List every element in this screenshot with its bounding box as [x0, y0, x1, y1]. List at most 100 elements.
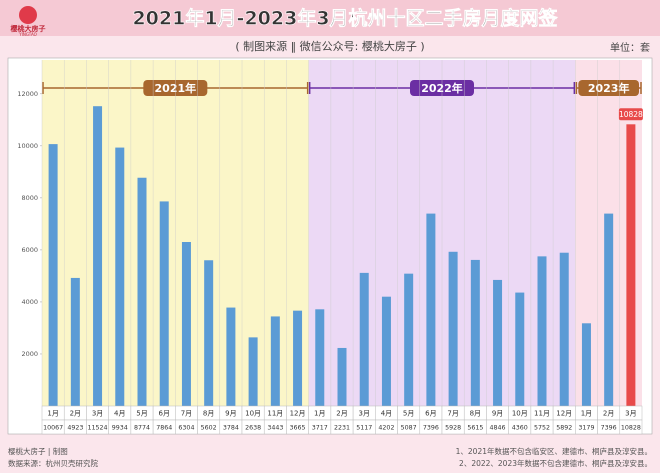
subtitle: ( 制图来源 ‖ 微信公众号: 樱桃大房子 ) — [235, 39, 424, 53]
table-value: 3665 — [290, 425, 306, 432]
table-value: 7864 — [156, 425, 172, 432]
bar — [626, 124, 636, 406]
value-label: 10828 — [619, 110, 643, 119]
x-tick-label: 5月 — [136, 410, 147, 418]
table-value: 6304 — [178, 425, 194, 432]
x-tick-label: 8月 — [470, 410, 481, 418]
title-bar — [0, 0, 660, 36]
table-value: 4923 — [67, 425, 83, 432]
x-tick-label: 1月 — [581, 410, 592, 418]
bar — [115, 147, 125, 406]
bar — [337, 347, 347, 406]
table-value: 7396 — [423, 425, 439, 432]
chart-title: 2021年1月-2023年3月杭州十区二手房月度网签 — [132, 7, 558, 30]
table-value: 8774 — [134, 425, 150, 432]
bar — [493, 279, 503, 406]
x-tick-label: 12月 — [290, 410, 306, 418]
table-value: 5928 — [445, 425, 461, 432]
bar — [404, 273, 414, 406]
table-value: 3443 — [267, 425, 283, 432]
table-value: 4360 — [512, 425, 528, 432]
x-tick-label: 6月 — [158, 410, 169, 418]
bar — [248, 337, 258, 406]
bar — [270, 316, 280, 406]
x-tick-label: 4月 — [114, 410, 125, 418]
bar — [70, 277, 80, 406]
bar — [559, 252, 569, 406]
x-tick-label: 10月 — [512, 410, 528, 418]
table-value: 4846 — [490, 425, 506, 432]
logo-sub: YINGTAO — [18, 32, 37, 37]
unit: 单位：套 — [610, 41, 650, 54]
bar — [226, 307, 236, 406]
table-value: 7396 — [601, 425, 617, 432]
x-tick-label: 6月 — [425, 410, 436, 418]
x-tick-label: 9月 — [492, 410, 503, 418]
x-tick-label: 1月 — [47, 410, 58, 418]
y-tick-label: 10000 — [17, 142, 38, 150]
table-value: 11524 — [88, 425, 108, 432]
table-value: 5602 — [201, 425, 217, 432]
table-value: 5752 — [534, 425, 550, 432]
x-tick-label: 12月 — [556, 410, 572, 418]
x-tick-label: 9月 — [225, 410, 236, 418]
x-tick-label: 3月 — [358, 410, 369, 418]
group-label: 2023年 — [588, 81, 630, 95]
bar — [515, 292, 525, 406]
bar — [426, 213, 436, 406]
y-tick-label: 12000 — [17, 90, 38, 98]
table-value: 5892 — [556, 425, 572, 432]
y-tick-label: 8000 — [21, 194, 38, 202]
bar — [293, 310, 303, 406]
footer-note: 2、2022、2023年数据不包含建德市、桐庐县及淳安县。 — [459, 458, 652, 468]
bar — [181, 242, 191, 406]
bar — [448, 251, 458, 406]
bar — [48, 144, 58, 406]
table-value: 10067 — [43, 425, 63, 432]
x-tick-label: 10月 — [245, 410, 261, 418]
logo-name: 樱桃大房子 — [10, 24, 46, 33]
table-value: 2231 — [334, 425, 350, 432]
logo-icon — [19, 6, 37, 24]
x-tick-label: 3月 — [625, 410, 636, 418]
table-value: 5615 — [467, 425, 483, 432]
x-tick-label: 5月 — [403, 410, 414, 418]
bar — [581, 323, 591, 406]
x-tick-label: 4月 — [381, 410, 392, 418]
bar — [93, 106, 103, 407]
table-value: 4202 — [378, 425, 394, 432]
x-tick-label: 11月 — [534, 410, 550, 418]
x-tick-label: 7月 — [181, 410, 192, 418]
value-label-box — [618, 108, 643, 121]
footer-credit: 樱桃大房子 | 制图 — [8, 446, 68, 456]
x-tick-label: 8月 — [203, 410, 214, 418]
table-value: 5087 — [401, 425, 417, 432]
table-value: 3784 — [223, 425, 239, 432]
footer-note: 1、2021年数据不包含临安区、建德市、桐庐县及淳安县。 — [456, 446, 652, 456]
x-tick-label: 3月 — [92, 410, 103, 418]
footer-source: 数据来源：杭州贝壳研究院 — [8, 458, 98, 468]
x-tick-label: 2月 — [70, 410, 81, 418]
bar — [470, 259, 480, 406]
x-tick-label: 11月 — [267, 410, 283, 418]
table-value: 10828 — [621, 425, 641, 432]
table-value: 9934 — [112, 425, 128, 432]
table-cell — [619, 419, 643, 435]
table-value: 2638 — [245, 425, 261, 432]
table-value: 5117 — [356, 425, 372, 432]
table-value: 3717 — [312, 425, 328, 432]
table-value: 3179 — [578, 425, 594, 432]
bar — [159, 201, 169, 406]
x-tick-label: 2月 — [336, 410, 347, 418]
bar — [537, 256, 547, 406]
y-tick-label: 6000 — [21, 246, 38, 254]
y-tick-label: 4000 — [21, 298, 38, 306]
x-tick-label: 7月 — [447, 410, 458, 418]
bar — [381, 296, 391, 406]
x-tick-label: 2月 — [603, 410, 614, 418]
bar — [137, 177, 147, 406]
y-tick-label: 2000 — [21, 350, 38, 358]
x-tick-label: 1月 — [314, 410, 325, 418]
bar — [359, 272, 369, 406]
